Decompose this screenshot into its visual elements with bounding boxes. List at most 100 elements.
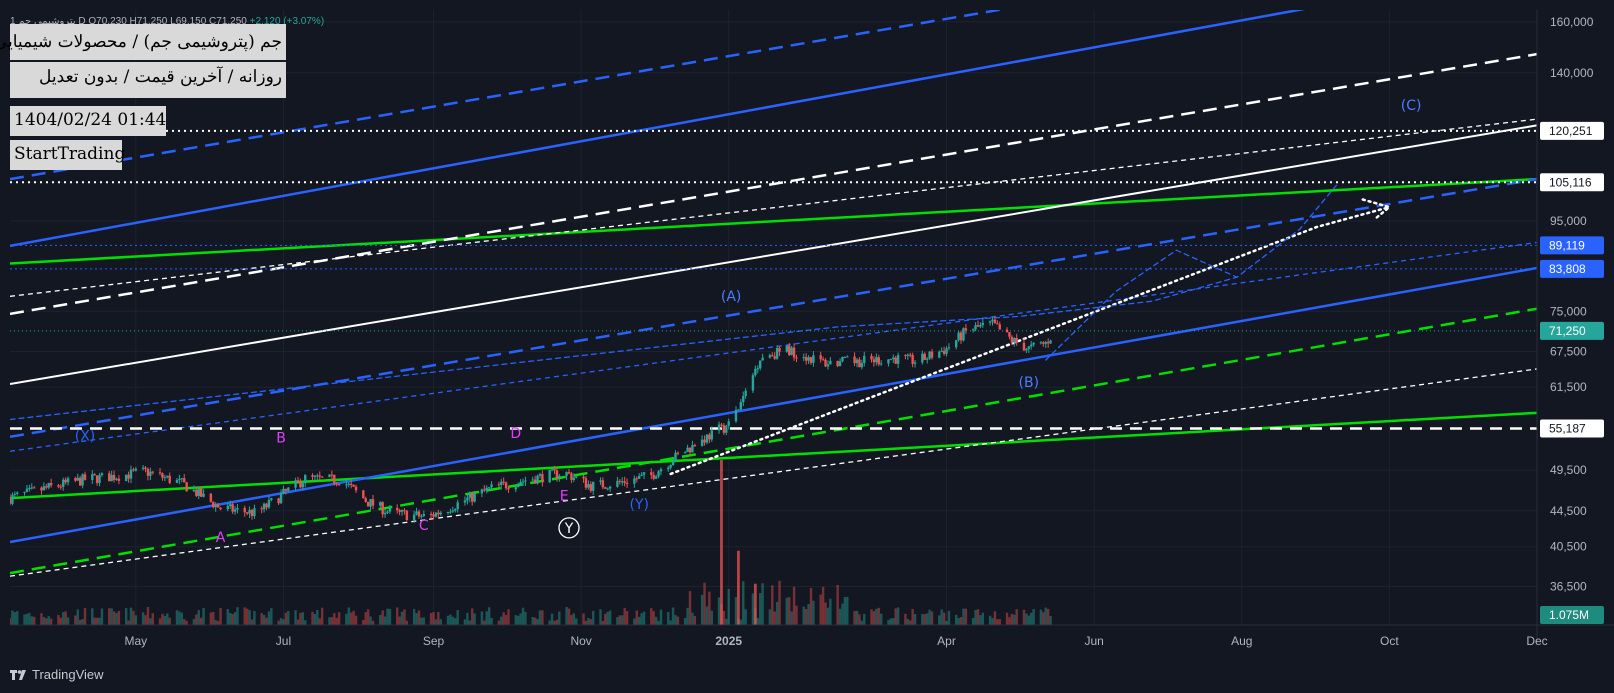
candle-body xyxy=(197,488,200,496)
trendline xyxy=(10,411,1537,500)
candle-body xyxy=(691,445,694,453)
candle-body xyxy=(744,390,747,396)
volume-bar xyxy=(468,620,471,625)
volume-bar xyxy=(785,597,789,625)
price-tick-label: 160,000 xyxy=(1550,15,1594,29)
candle-body xyxy=(144,467,147,469)
candle-body xyxy=(606,488,609,490)
volume-bar xyxy=(618,615,622,625)
volume-bar xyxy=(197,610,200,625)
candle-body xyxy=(889,359,893,361)
time-tick-label: 2025 xyxy=(715,634,742,648)
volume-bar xyxy=(688,591,692,625)
volume-bar xyxy=(352,610,355,625)
candle-body xyxy=(756,368,759,370)
candle-body xyxy=(233,509,237,512)
candle-body xyxy=(83,474,87,480)
candle-body xyxy=(270,498,273,500)
candle-body xyxy=(667,467,670,470)
volume-bar xyxy=(981,612,985,625)
candle-body xyxy=(195,489,198,496)
volume-bar xyxy=(490,617,493,625)
candle-body xyxy=(192,489,196,492)
price-badge-label: 89,119 xyxy=(1549,238,1585,252)
candle-body xyxy=(930,351,934,358)
wave-label: (C) xyxy=(1401,98,1422,114)
volume-bar xyxy=(654,616,658,625)
volume-bar xyxy=(175,610,179,625)
volume-bar xyxy=(521,607,525,625)
volume-bar xyxy=(792,586,796,625)
volume-bar xyxy=(725,618,728,625)
volume-bar xyxy=(906,618,910,625)
volume-bar xyxy=(49,618,53,625)
candle-body xyxy=(369,499,372,507)
volume-bar xyxy=(640,613,643,625)
tradingview-logo[interactable]: TradingView xyxy=(10,667,104,682)
candle-body xyxy=(804,357,808,361)
volume-bar xyxy=(516,615,520,625)
candle-body xyxy=(519,481,522,484)
volume-bar xyxy=(320,607,324,625)
candle-body xyxy=(1030,344,1033,347)
candle-body xyxy=(894,357,897,364)
candle-body xyxy=(807,357,810,361)
volume-bar xyxy=(337,612,341,625)
candle-body xyxy=(761,357,764,361)
candle-body xyxy=(161,473,164,478)
candle-body xyxy=(1013,337,1016,343)
volume-bar xyxy=(1027,615,1031,625)
candle-body xyxy=(226,506,229,510)
volume-bar xyxy=(98,617,101,625)
volume-bar xyxy=(584,620,588,625)
volume-bar xyxy=(141,612,145,625)
volume-bar xyxy=(10,618,12,625)
candle-body xyxy=(635,478,638,480)
candle-body xyxy=(541,474,544,483)
candle-body xyxy=(62,479,65,487)
candle-body xyxy=(819,355,822,360)
volume-bar xyxy=(64,611,67,625)
volume-bar xyxy=(400,611,404,625)
volume-bar xyxy=(887,620,890,625)
volume-bar xyxy=(248,609,251,625)
volume-bar xyxy=(555,619,559,625)
candles xyxy=(10,315,1052,523)
volume-bar xyxy=(875,608,878,625)
candle-body xyxy=(959,332,963,341)
time-axis[interactable]: May Jul Sep Nov 2025 Apr Jun Aug Oct Dec xyxy=(125,634,1548,648)
volume-bar xyxy=(548,620,551,625)
volume-bar xyxy=(463,619,467,625)
time-tick-label: Dec xyxy=(1526,634,1547,648)
candle-body xyxy=(132,469,135,471)
volume-bar xyxy=(979,615,982,625)
candle-body xyxy=(412,514,416,521)
candle-body xyxy=(468,492,471,498)
candle-body xyxy=(659,469,663,472)
volume-bar xyxy=(913,614,917,625)
trendline xyxy=(10,52,1537,316)
candle-body xyxy=(582,476,585,479)
candle-body xyxy=(567,472,571,474)
candle-body xyxy=(100,473,104,476)
volume-bar xyxy=(942,612,946,625)
candle-body xyxy=(773,356,776,359)
candle-body xyxy=(964,328,968,331)
candle-body xyxy=(829,360,832,365)
candle-body xyxy=(362,490,365,499)
volume-bar xyxy=(59,617,63,625)
volume-bar xyxy=(686,607,689,625)
candle-body xyxy=(737,409,740,411)
volume-bar xyxy=(57,615,60,625)
candle-body xyxy=(957,332,960,341)
volume-bar xyxy=(371,620,375,625)
candle-body xyxy=(589,484,592,491)
volume-bar xyxy=(161,613,164,625)
volume-bar xyxy=(947,610,951,625)
price-axis[interactable]: 160,000 140,000 95,000 75,000 67,500 61,500 49… xyxy=(1540,15,1604,624)
volume-bar xyxy=(592,610,595,625)
volume-bar xyxy=(550,613,554,625)
candle-body xyxy=(1042,342,1045,344)
volume-bar xyxy=(606,611,609,625)
